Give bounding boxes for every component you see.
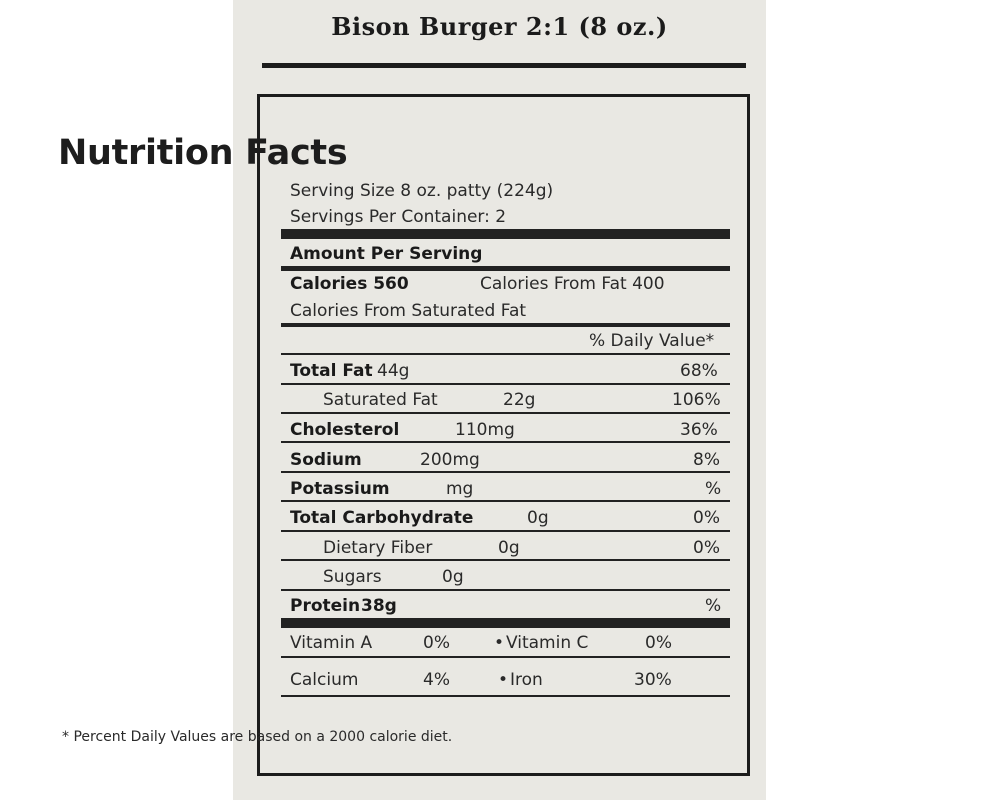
medium-rule: [281, 323, 730, 327]
calories-from-saturated-fat: Calories From Saturated Fat: [290, 301, 527, 321]
row-rule: [281, 412, 730, 414]
product-title: Bison Burger 2:1 (8 oz.): [331, 12, 668, 41]
nutrient-amount: 0g: [498, 538, 520, 558]
medium-rule: [281, 266, 730, 271]
nutrient-name: Saturated Fat: [323, 390, 438, 410]
nutrient-name: Sugars: [323, 567, 382, 587]
row-rule: [281, 695, 730, 697]
nutrition-label-border: [257, 94, 750, 776]
nutrient-daily-value: 0%: [693, 508, 720, 528]
vitamin-daily-value: 0%: [645, 633, 672, 653]
calories: Calories 560: [290, 274, 409, 294]
nutrient-amount: 22g: [503, 390, 536, 410]
nutrient-daily-value: 8%: [693, 450, 720, 470]
nutrient-amount: mg: [446, 479, 474, 499]
amount-per-serving: Amount Per Serving: [290, 244, 483, 264]
nutrient-daily-value: 36%: [680, 420, 718, 440]
vitamin-name: Vitamin C: [506, 633, 589, 653]
nutrient-daily-value: %: [705, 479, 722, 499]
row-rule: [281, 383, 730, 385]
nutrient-amount: 0g: [442, 567, 464, 587]
thick-rule: [281, 229, 730, 239]
nutrient-amount: 0g: [527, 508, 549, 528]
vitamin-daily-value: 4%: [423, 670, 450, 690]
vitamin-daily-value: 0%: [423, 633, 450, 653]
nutrient-name: Dietary Fiber: [323, 538, 433, 558]
vitamin-daily-value: 30%: [634, 670, 672, 690]
vitamin-name: Vitamin A: [290, 633, 373, 653]
nutrient-amount: 38g: [361, 596, 397, 616]
title-rule: [262, 63, 746, 68]
nutrient-name: Cholesterol: [290, 420, 400, 440]
nutrient-name: Sodium: [290, 450, 362, 470]
nutrient-daily-value: %: [705, 596, 722, 616]
nutrition-facts-heading: Nutrition Facts: [58, 133, 348, 173]
row-rule: [281, 589, 730, 591]
row-rule: [281, 530, 730, 532]
nutrient-name: Total Carbohydrate: [290, 508, 474, 528]
nutrient-name: Protein: [290, 596, 361, 616]
row-rule: [281, 471, 730, 473]
row-rule: [281, 656, 730, 658]
nutrient-daily-value: 106%: [672, 390, 721, 410]
nutrient-name: Potassium: [290, 479, 390, 499]
row-rule: [281, 500, 730, 502]
nutrient-amount: 110mg: [455, 420, 515, 440]
row-rule: [281, 353, 730, 355]
daily-value-header: % Daily Value*: [589, 331, 715, 351]
nutrient-daily-value: 68%: [680, 361, 718, 381]
vitamin-name: Iron: [510, 670, 543, 690]
serving-size: Serving Size 8 oz. patty (224g): [290, 181, 554, 201]
bullet-icon: •: [498, 670, 509, 690]
nutrient-amount: 200mg: [420, 450, 480, 470]
servings-per-container: Servings Per Container: 2: [290, 207, 507, 227]
nutrient-amount: 44g: [377, 361, 410, 381]
row-rule: [281, 441, 730, 443]
nutrient-name: Total Fat: [290, 361, 373, 381]
bullet-icon: •: [494, 633, 505, 653]
nutrient-daily-value: 0%: [693, 538, 720, 558]
label-card: Bison Burger 2:1 (8 oz.): [233, 0, 766, 800]
row-rule: [281, 559, 730, 561]
calories-from-fat: Calories From Fat 400: [480, 274, 665, 294]
thick-rule: [281, 618, 730, 628]
footnote: * Percent Daily Values are based on a 20…: [62, 729, 453, 745]
vitamin-name: Calcium: [290, 670, 359, 690]
